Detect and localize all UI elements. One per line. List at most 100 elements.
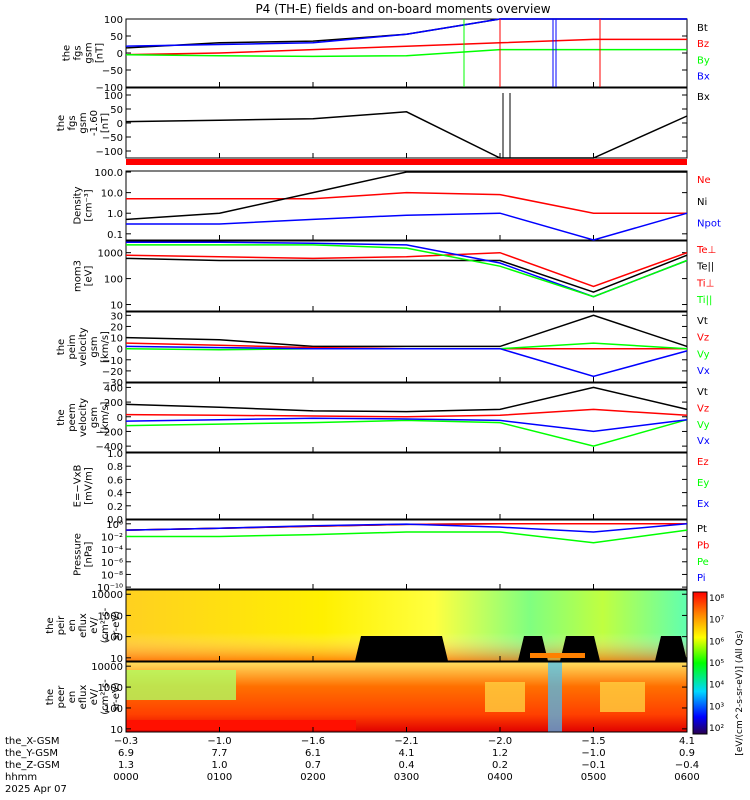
y-axis-label: [cm⁻³]: [84, 189, 95, 221]
y-tick-label: 10000: [91, 590, 123, 601]
y-axis-label: eflux: [78, 613, 89, 638]
y-tick-label: −400: [96, 442, 123, 453]
series-line-p6-Vt: [125, 386, 688, 413]
electron-spectrogram-patch: [126, 670, 236, 700]
legend-label: Ez: [697, 457, 709, 468]
y-tick-label: 1000: [98, 611, 123, 622]
y-axis-label: velocity: [78, 398, 89, 437]
y-tick-label: 10: [110, 334, 123, 345]
series-line-p1-Bt: [125, 18, 687, 49]
legend-label: Vz: [697, 403, 709, 414]
legend-label: Ey: [697, 478, 709, 489]
legend-label: Ni: [697, 197, 707, 208]
footer-value: −2.1: [394, 736, 418, 747]
legend-label: Pt: [697, 524, 707, 535]
series-line-p5-Vt: [125, 314, 688, 348]
y-axis-label: the: [62, 45, 73, 61]
y-tick-label: 0: [117, 413, 123, 424]
colorbar-tick-label: 10³: [709, 702, 724, 712]
y-axis-label: Pressure: [73, 533, 84, 576]
y-tick-label: 400: [104, 383, 123, 394]
y-axis-label: the: [56, 339, 67, 355]
series-line-p8-Pe: [126, 529, 688, 544]
y-tick-label: 0.6: [107, 475, 123, 486]
panel-p10: 10000 1000 100 10 the peer en eflux eV/(cm²-s-sr…: [45, 661, 688, 736]
y-tick-label: 0: [117, 49, 123, 60]
y-tick-label: 10000: [91, 662, 123, 673]
y-tick-label: 10: [110, 301, 123, 312]
y-tick-label: −100: [96, 147, 123, 158]
y-axis-label: eflux: [78, 685, 89, 710]
y-axis-label: en: [67, 691, 78, 704]
y-tick-label: 0.2: [107, 502, 123, 513]
footer-value: −0.3: [114, 736, 138, 747]
y-tick-label: 0.4: [107, 489, 123, 500]
panel-frame: [125, 87, 688, 159]
y-axis-label: [eV]: [84, 266, 95, 287]
colorbar-tick-label: 10⁴: [709, 681, 724, 691]
footer-value: −1.0: [581, 748, 605, 759]
y-tick-label: −10: [102, 356, 123, 367]
y-axis-label: sr-eV): [111, 611, 122, 640]
series-line-p2-Bx: [125, 111, 688, 159]
panel-frame: [125, 519, 688, 590]
panel-p9: 10000 1000 100 10 the peir en eflux eV/(cm²-s-sr…: [45, 589, 688, 665]
legend-label: Npot: [697, 219, 721, 230]
y-axis-label: Density: [73, 186, 84, 224]
y-tick-label: −20: [102, 367, 123, 378]
legend-label: Bx: [697, 71, 710, 82]
panel-p4: 1000 100 10 mom3 [eV] Te⊥ Te|| Ti⊥ Ti||: [73, 240, 716, 312]
series-line-p3-Npot: [126, 212, 688, 241]
y-axis-label: peir: [56, 615, 67, 635]
footer-row-label: hhmm: [5, 772, 37, 783]
series-line-p1-Bz: [125, 38, 687, 56]
y-tick-label: 20: [110, 322, 123, 333]
ion-spectrogram-band: [530, 653, 585, 658]
legend-label: Pb: [697, 540, 709, 551]
y-tick-label: 10⁻²: [101, 532, 123, 543]
legend-label: Vx: [697, 436, 710, 447]
y-tick-label: 1000: [98, 683, 123, 694]
y-tick-label: 30: [110, 311, 123, 322]
y-axis-label: the: [56, 115, 67, 131]
y-axis-label: the: [45, 689, 56, 705]
series-line-p4-Te: [125, 251, 688, 288]
y-tick-label: 0: [117, 345, 123, 356]
footer-value: 0000: [113, 772, 138, 783]
legend-label: Vy: [697, 349, 710, 360]
y-tick-label: 10: [110, 725, 123, 736]
footer-value: 1.0: [212, 760, 228, 771]
panel-frame: [125, 240, 688, 312]
red-data-band: [126, 159, 687, 165]
y-tick-label: 10⁻⁸: [101, 570, 123, 581]
series-line-p4-Ti: [126, 244, 688, 298]
footer-value: −2.0: [488, 736, 512, 747]
y-tick-label: 100: [104, 633, 123, 644]
electron-spectrogram-patch: [600, 682, 645, 712]
footer-value: 0600: [674, 772, 699, 783]
footer-row-label: the_Y-GSM: [5, 748, 58, 759]
series-line-p6-Vy: [125, 418, 688, 447]
y-axis-label: en: [67, 619, 78, 632]
footer-row-label: 2025 Apr 07: [5, 784, 67, 795]
colorbar: 10⁸ 10⁷ 10⁶ 10⁵ 10⁴ 10³ 10² [eV/(cm^2-s-sr-eV)]…: [692, 591, 745, 756]
y-axis-label: E=−VxB: [73, 465, 84, 508]
y-axis-label: gsm: [89, 336, 100, 357]
legend-label: Te||: [696, 262, 714, 273]
colorbar-tick-label: 10⁸: [709, 594, 724, 604]
panel-frame: [125, 452, 688, 520]
y-tick-label: 100.0: [94, 168, 123, 179]
footer-value: −1.5: [581, 736, 605, 747]
footer-value: 0400: [487, 772, 512, 783]
footer-value: 0.9: [679, 748, 695, 759]
y-tick-label: 100: [104, 275, 123, 286]
footer-value: 6.1: [305, 748, 321, 759]
legend-label: Pi: [697, 573, 706, 584]
y-tick-label: −50: [102, 133, 123, 144]
y-axis-label: mom3: [73, 260, 84, 292]
y-tick-label: 10⁻⁴: [101, 545, 123, 556]
footer-value: 0100: [207, 772, 232, 783]
legend-label: Ti||: [696, 295, 712, 306]
y-tick-label: 1.0: [107, 209, 123, 220]
footer-value: 0500: [581, 772, 606, 783]
